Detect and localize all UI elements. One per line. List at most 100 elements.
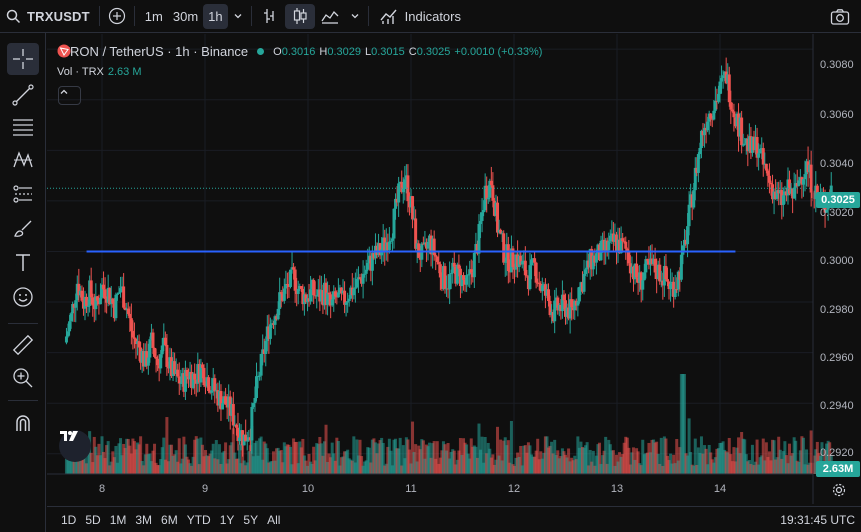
volume-bar (551, 453, 555, 474)
range-1d[interactable]: 1D (61, 512, 77, 527)
chart-pane[interactable]: TRON / TetherUS · 1h · Binance O0.3016 H… (47, 34, 861, 504)
interval-30m[interactable]: 30m (172, 8, 199, 24)
measure-tool[interactable] (7, 329, 39, 361)
fib-tool[interactable] (7, 111, 39, 143)
brush-tool[interactable] (7, 213, 39, 245)
volume-bar (692, 465, 696, 474)
crosshair-tool[interactable] (7, 43, 39, 75)
volume-bar (681, 374, 685, 474)
symbol-search[interactable]: TRXUSDT (0, 0, 96, 33)
candle-body (650, 258, 654, 265)
range-1m[interactable]: 1M (109, 512, 127, 527)
candle-body (234, 424, 238, 428)
candle-body (570, 299, 574, 308)
bars-icon (263, 9, 274, 23)
candles-style-button[interactable] (284, 3, 315, 29)
volume-bar (224, 442, 228, 474)
volume-bar (743, 439, 747, 474)
candle-body (250, 407, 254, 441)
pattern-tool[interactable] (7, 144, 39, 176)
candle-body (795, 183, 799, 186)
interval-1h[interactable]: 1h (203, 3, 228, 29)
range-6m[interactable]: 6M (161, 512, 178, 527)
volume-bar (377, 443, 381, 474)
pattern-icon (13, 151, 33, 168)
candle-body (784, 191, 788, 196)
candle-body (523, 260, 527, 276)
candle-body (812, 198, 816, 200)
volume-bar (483, 436, 487, 474)
volume-bar (525, 452, 529, 474)
candle-body (295, 290, 299, 294)
screenshot-button[interactable] (825, 4, 855, 29)
volume-bar (486, 442, 490, 474)
volume-bar (786, 463, 790, 474)
candle-body (496, 202, 500, 233)
candle-body (537, 282, 541, 284)
candle-body (494, 202, 498, 216)
utc-clock[interactable]: 19:31:45 UTC (780, 513, 855, 527)
volume-bar (597, 442, 601, 474)
interval-dropdown[interactable] (228, 4, 248, 29)
candle-body (400, 181, 404, 193)
volume-label[interactable]: Vol · TRX (57, 66, 104, 78)
volume-bar (655, 441, 659, 474)
candle-body (584, 269, 588, 274)
candle-body (551, 312, 555, 322)
volume-bar (352, 436, 356, 474)
range-ytd[interactable]: YTD (186, 512, 211, 527)
close-value: 0.3025 (416, 45, 451, 58)
candle-body (596, 244, 600, 254)
range-5y[interactable]: 5Y (243, 512, 259, 527)
text-tool[interactable] (7, 247, 39, 279)
candle-body (455, 264, 459, 284)
candle-body (616, 239, 620, 252)
indicators-button[interactable]: Indicators (374, 4, 466, 29)
volume-bar (771, 439, 775, 474)
volume-bar (639, 465, 643, 474)
candle-body (173, 361, 177, 374)
chart-canvas[interactable] (47, 34, 861, 504)
range-3m[interactable]: 3M (135, 512, 153, 527)
volume-bar (434, 458, 438, 474)
volume-bar (140, 460, 144, 474)
prediction-tool[interactable] (7, 178, 39, 210)
volume-bar (74, 460, 78, 474)
bars-style-button[interactable] (255, 4, 285, 29)
magnet-tool[interactable] (7, 407, 39, 439)
collapse-legend-button[interactable] (58, 86, 81, 105)
volume-bar (781, 451, 785, 474)
chart-type-dropdown[interactable] (345, 4, 365, 29)
range-all[interactable]: All (267, 512, 281, 527)
trend-line-tool[interactable] (7, 79, 39, 111)
candle-body (142, 351, 146, 367)
zoom-tool[interactable] (7, 362, 39, 394)
candle-body (356, 277, 360, 280)
candle-body (421, 243, 425, 245)
compare-symbol-button[interactable] (103, 4, 131, 29)
area-style-button[interactable] (315, 4, 345, 29)
volume-bar (455, 459, 459, 474)
volume-bar (619, 456, 623, 474)
volume-bar (264, 443, 268, 474)
icon-tool[interactable] (7, 281, 39, 313)
volume-bar (69, 458, 73, 474)
volume-bar (808, 462, 812, 474)
volume-bar (213, 458, 217, 474)
interval-1m[interactable]: 1m (144, 8, 163, 24)
legend-title[interactable]: TRON / TetherUS · 1h · Binance (62, 44, 249, 59)
candle-body (293, 269, 297, 291)
range-5d[interactable]: 5D (85, 512, 101, 527)
candle-body (418, 257, 422, 260)
candle-body (601, 239, 605, 241)
volume-bar (557, 458, 561, 474)
volume-bar (309, 461, 313, 474)
range-1y[interactable]: 1Y (219, 512, 235, 527)
volume-bar (400, 465, 404, 474)
tradingview-logo[interactable] (59, 430, 91, 462)
candle-body (377, 243, 381, 256)
candle-body (105, 298, 109, 303)
candle-body (275, 316, 279, 320)
candle-body (304, 294, 308, 303)
volume-bar (91, 462, 95, 474)
